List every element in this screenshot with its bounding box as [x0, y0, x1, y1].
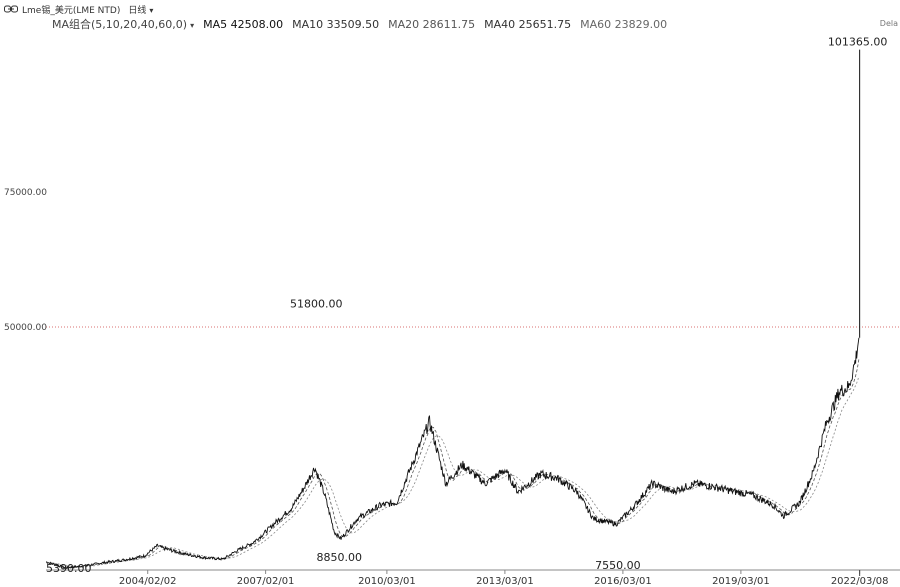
period-selector[interactable]: 日线 ▾: [128, 3, 153, 16]
annotation-label: 101365.00: [828, 36, 888, 49]
annotation-label: 8850.00: [316, 551, 362, 564]
period-label: 日线: [128, 5, 147, 16]
ma-setting-label: MA组合(5,10,20,40,60,0): [52, 18, 188, 31]
ma-line-2: [46, 376, 860, 568]
x-tick-label: 2007/02/01: [237, 576, 295, 587]
ma-line-1: [46, 359, 860, 568]
x-tick-label: 2010/03/01: [358, 576, 416, 587]
annotation-label: 51800.00: [290, 297, 343, 310]
chevron-down-icon: ▾: [149, 5, 154, 15]
x-tick-label: 2016/03/01: [594, 576, 652, 587]
annotation-label: 7550.00: [595, 559, 641, 572]
ma5-value: MA5 42508.00: [203, 17, 284, 31]
ma10-value: MA10 33509.50: [292, 17, 380, 31]
price-line: [46, 337, 860, 569]
y-tick-label: 75000.00: [4, 188, 47, 198]
annotation-label: 5390.00: [46, 562, 92, 575]
axis-layer: 50000.00 75000.00 2004/02/02 2007/02/01 2010…: [4, 188, 900, 587]
x-tick-label: 2022/03/08: [831, 576, 889, 587]
chart-header: Lme锡_美元(LME NTD) 日线 ▾: [4, 3, 153, 16]
ma-setting-dropdown[interactable]: MA组合(5,10,20,40,60,0) ▾: [52, 16, 194, 32]
chevron-down-icon: ▾: [190, 21, 195, 30]
moving-average-lines: [46, 359, 860, 568]
corner-label: Dela: [879, 19, 898, 28]
instrument-name: Lme锡_美元(LME NTD): [22, 5, 121, 16]
x-tick-label: 2013/03/01: [476, 576, 534, 587]
ma40-value: MA40 25651.75: [484, 17, 572, 31]
link-icon[interactable]: [4, 5, 18, 13]
annotation-layer: 101365.00 51800.00 8850.00 7550.00 5390.00: [46, 36, 887, 575]
price-line-layer: [46, 49, 861, 569]
ma20-value: MA20 28611.75: [388, 17, 476, 31]
ma60-value: MA60 23829.00: [580, 17, 668, 31]
y-tick-label: 50000.00: [4, 323, 47, 333]
ma-legend: MA组合(5,10,20,40,60,0) ▾ MA5 42508.00 MA10…: [52, 16, 676, 32]
x-tick-label: 2004/02/02: [119, 576, 177, 587]
x-tick-label: 2019/03/01: [712, 576, 770, 587]
